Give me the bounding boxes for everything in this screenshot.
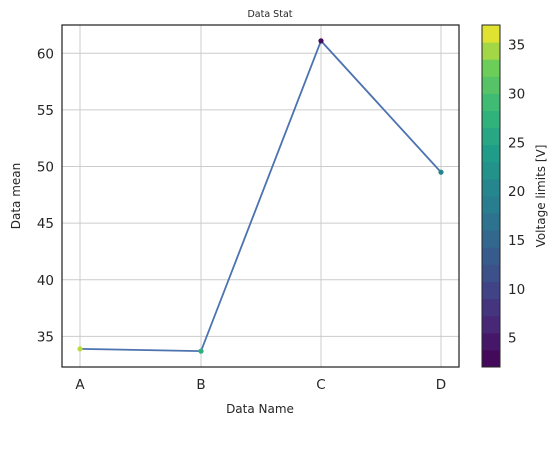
chart-title: Data Stat [247,9,292,20]
y-tick-label: 55 [37,103,54,119]
colorbar-segment [482,110,500,129]
colorbar-segment [482,144,500,163]
colorbar-tick-label: 20 [508,184,525,200]
plot-frame [61,24,460,368]
x-axis-label: Data Name [226,402,294,416]
data-point-a [77,346,83,352]
colorbar-segment [482,298,500,317]
colorbar [481,24,501,368]
y-tick-label: 45 [37,216,54,232]
data-point-d [438,169,444,175]
colorbar-segment [482,178,500,197]
colorbar-segment [482,264,500,282]
colorbar-segment [482,281,500,300]
y-tick-label: 35 [37,329,54,345]
x-tick-label: D [436,377,446,393]
colorbar-tick-label: 10 [508,282,525,298]
colorbar-segment [482,59,500,77]
colorbar-tick-label: 30 [508,86,525,102]
colorbar-segment [482,315,500,334]
y-tick-label: 40 [37,273,54,289]
colorbar-segment [482,161,500,180]
grid [62,25,459,367]
colorbar-tick-label: 35 [508,38,525,54]
y-axis-label: Data mean [9,163,23,230]
colorbar-segment [482,349,500,368]
colorbar-tick-label: 25 [508,135,525,151]
series-line [79,39,442,353]
colorbar-tick-label: 5 [508,331,517,347]
x-tick-label: A [75,377,85,393]
data-points [77,38,444,354]
colorbar-segment [482,213,500,231]
colorbar-segment [482,247,500,265]
colorbar-segment [482,93,500,111]
x-tick-label: B [196,377,205,393]
x-tick-label: C [316,377,325,393]
colorbar-segment [482,332,500,351]
colorbar-ticks: 5 10 15 20 25 30 35 [508,38,525,347]
colorbar-frame [481,24,501,368]
data-point-b [198,348,204,354]
x-ticks: A B C D [75,377,446,393]
colorbar-tick-label: 15 [508,233,525,249]
y-ticks: 35 40 45 50 55 60 [37,46,54,345]
y-tick-label: 50 [37,160,54,176]
colorbar-segment [482,127,500,146]
colorbar-segment [482,196,500,214]
data-point-c [318,38,324,44]
colorbar-segment [482,230,500,248]
colorbar-segment [482,25,500,43]
y-tick-label: 60 [37,46,54,62]
colorbar-label: Voltage limits [V] [534,145,548,248]
colorbar-segment [482,76,500,94]
colorbar-segment [482,42,500,60]
